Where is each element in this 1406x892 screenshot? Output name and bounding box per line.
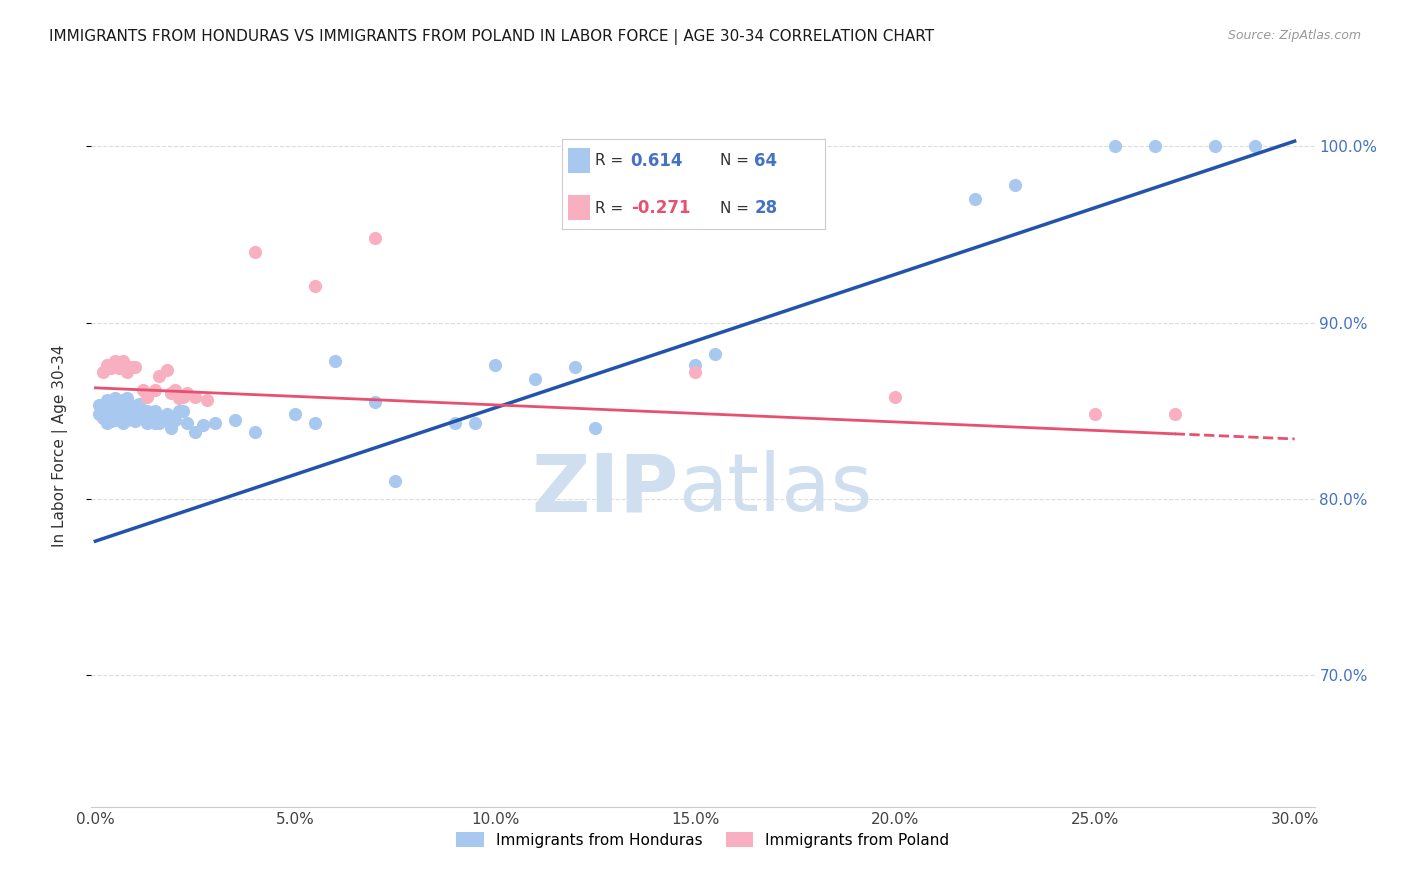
Legend: Immigrants from Honduras, Immigrants from Poland: Immigrants from Honduras, Immigrants fro… [450, 826, 956, 854]
Point [160, 386, 183, 401]
Point [112, 354, 135, 368]
Point [564, 359, 586, 374]
Point [117, 365, 139, 379]
Point [245, 425, 267, 439]
Point [883, 390, 905, 404]
Point [104, 392, 127, 406]
Point [184, 390, 207, 404]
Point [245, 245, 267, 260]
Point [143, 416, 166, 430]
Point [100, 401, 122, 415]
Point [96, 403, 118, 417]
Point [124, 359, 146, 374]
Point [304, 416, 326, 430]
Point [184, 425, 207, 439]
Point [96, 393, 118, 408]
Point [120, 399, 142, 413]
Point [464, 416, 486, 430]
Point [204, 416, 226, 430]
Point [172, 390, 194, 404]
Text: Source: ZipAtlas.com: Source: ZipAtlas.com [1227, 29, 1361, 42]
Point [117, 392, 139, 406]
Point [583, 421, 606, 435]
Point [284, 407, 307, 421]
Point [683, 358, 706, 372]
Point [1084, 407, 1107, 421]
Point [323, 354, 346, 368]
Point [165, 412, 187, 426]
Point [100, 361, 122, 376]
Point [112, 416, 135, 430]
Point [1004, 178, 1026, 193]
Point [176, 386, 198, 401]
Point [89, 407, 111, 421]
Point [128, 397, 150, 411]
Point [93, 365, 115, 379]
Point [108, 397, 131, 411]
Point [108, 361, 131, 376]
Point [160, 421, 183, 435]
Point [132, 383, 155, 397]
Point [176, 416, 198, 430]
Point [193, 417, 215, 432]
Point [128, 409, 150, 423]
Point [96, 358, 118, 372]
Point [165, 383, 187, 397]
Point [1163, 407, 1185, 421]
Point [683, 365, 706, 379]
Point [1243, 139, 1265, 153]
Text: atlas: atlas [679, 450, 873, 528]
Point [117, 412, 139, 426]
Point [156, 363, 179, 377]
Point [156, 407, 179, 421]
Point [143, 403, 166, 417]
Point [93, 410, 115, 425]
Point [104, 412, 127, 426]
Point [117, 402, 139, 417]
Point [364, 395, 387, 409]
Point [120, 409, 142, 423]
Point [132, 407, 155, 421]
Point [1204, 139, 1226, 153]
Point [136, 403, 159, 417]
Point [1143, 139, 1166, 153]
Point [108, 407, 131, 421]
Point [89, 399, 111, 413]
Point [104, 354, 127, 368]
Point [169, 403, 191, 417]
Point [524, 372, 547, 386]
Point [364, 231, 387, 245]
Point [484, 358, 506, 372]
Point [136, 416, 159, 430]
Point [120, 359, 142, 374]
Point [124, 414, 146, 428]
Text: IMMIGRANTS FROM HONDURAS VS IMMIGRANTS FROM POLAND IN LABOR FORCE | AGE 30-34 CO: IMMIGRANTS FROM HONDURAS VS IMMIGRANTS F… [49, 29, 935, 45]
Point [172, 403, 194, 417]
Point [169, 392, 191, 406]
Point [444, 416, 467, 430]
Point [152, 412, 174, 426]
Point [148, 416, 170, 430]
Point [384, 475, 406, 489]
Text: ZIP: ZIP [531, 450, 679, 528]
Point [304, 278, 326, 293]
Point [1104, 139, 1126, 153]
Point [100, 414, 122, 428]
Point [195, 393, 218, 408]
Point [112, 393, 135, 408]
Point [963, 192, 986, 206]
Point [224, 412, 246, 426]
Point [93, 401, 115, 415]
Point [96, 416, 118, 430]
Point [143, 383, 166, 397]
Point [136, 390, 159, 404]
Point [704, 347, 727, 361]
Point [112, 403, 135, 417]
Point [124, 402, 146, 417]
Y-axis label: In Labor Force | Age 30-34: In Labor Force | Age 30-34 [52, 344, 67, 548]
Point [104, 402, 127, 417]
Point [141, 410, 163, 425]
Point [148, 368, 170, 383]
